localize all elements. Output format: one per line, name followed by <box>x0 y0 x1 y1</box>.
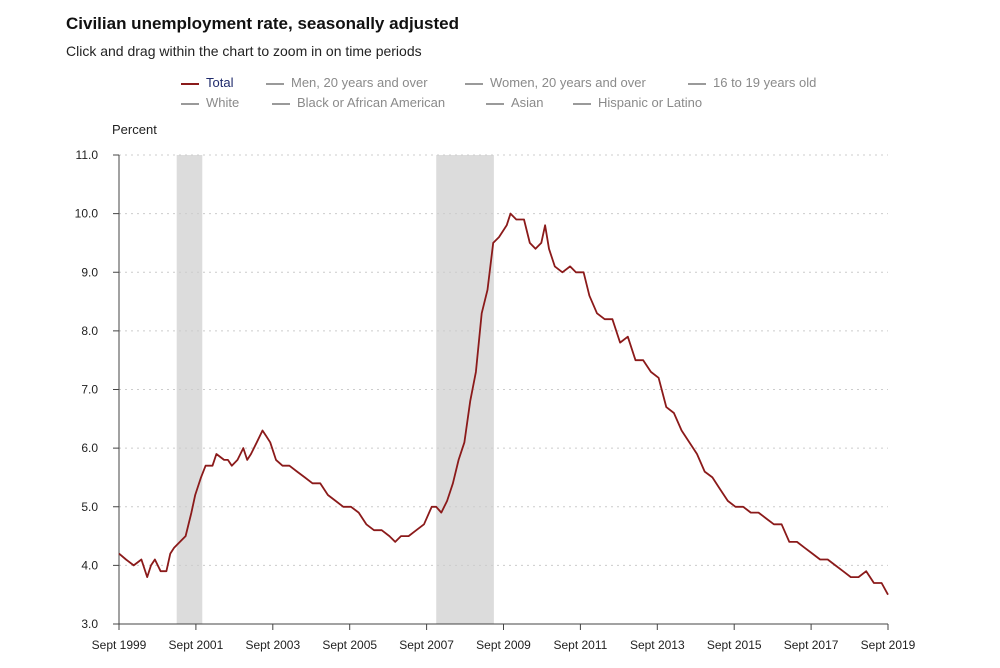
x-tick-label: Sept 2011 <box>553 638 607 652</box>
y-tick-label: 8.0 <box>81 324 98 338</box>
series-layer <box>118 212 889 596</box>
legend-label: Women, 20 years and over <box>490 75 646 90</box>
legend-label: Total <box>206 75 234 90</box>
legend-label: Men, 20 years and over <box>291 75 428 90</box>
legend-swatch-teens <box>688 82 706 85</box>
y-tick-label: 7.0 <box>81 383 98 397</box>
series-line-total[interactable] <box>118 212 889 596</box>
legend-item-asian[interactable]: Asian <box>486 95 544 110</box>
y-tick-label: 10.0 <box>75 207 99 221</box>
legend-swatch-asian <box>486 102 504 105</box>
y-tick-label: 11.0 <box>76 148 99 162</box>
x-tick-label: Sept 2009 <box>476 638 531 652</box>
legend-item-hispanic[interactable]: Hispanic or Latino <box>573 95 702 110</box>
page-title: Civilian unemployment rate, seasonally a… <box>66 14 460 33</box>
legend-item-total[interactable]: Total <box>181 75 233 90</box>
legend-item-black[interactable]: Black or African American <box>272 95 445 110</box>
legend-swatch-white <box>181 102 199 105</box>
legend-swatch-women <box>465 82 483 85</box>
recession-band-2 <box>436 155 494 624</box>
x-tick-label: Sept 2017 <box>784 638 839 652</box>
x-tick-label: Sept 2015 <box>707 638 762 652</box>
axes: Sept 1999 Sept 2001 Sept 2003 Sept 2005 Sept… <box>92 154 916 652</box>
legend-swatch-men <box>266 82 284 85</box>
legend-item-women[interactable]: Women, 20 years and over <box>465 75 646 90</box>
legend-item-white[interactable]: White <box>181 95 239 110</box>
y-tick-label: 3.0 <box>81 617 98 631</box>
legend-item-teens[interactable]: 16 to 19 years old <box>688 75 816 90</box>
legend-swatch-total <box>181 82 199 85</box>
x-tick-label: Sept 2013 <box>630 638 685 652</box>
x-tick-label: Sept 2007 <box>399 638 454 652</box>
x-tick-label: Sept 2001 <box>169 638 224 652</box>
legend-label: Asian <box>511 95 544 110</box>
x-tick-label: Sept 2005 <box>322 638 377 652</box>
x-tick-label: Sept 1999 <box>92 638 147 652</box>
chart-legend: Total Men, 20 years and over Women, 20 y… <box>0 73 1000 113</box>
legend-label: 16 to 19 years old <box>713 75 817 90</box>
chart-subtitle: Click and drag within the chart to zoom … <box>66 43 422 59</box>
y-tick-label: 9.0 <box>81 265 98 279</box>
legend-label: Hispanic or Latino <box>598 95 703 110</box>
y-axis-label: Percent <box>112 122 157 137</box>
legend-label: Black or African American <box>297 95 446 110</box>
y-tick-label: 5.0 <box>81 500 98 514</box>
y-tick-label: 4.0 <box>81 558 98 572</box>
legend-label: White <box>206 95 240 110</box>
x-tick-label: Sept 2019 <box>861 638 916 652</box>
x-tick-label: Sept 2003 <box>245 638 300 652</box>
gridlines: 3.0 4.0 5.0 6.0 7.0 8.0 9.0 10.0 11.0 <box>75 148 888 631</box>
y-tick-label: 6.0 <box>81 441 98 455</box>
legend-swatch-black <box>272 102 290 105</box>
legend-swatch-hispanic <box>573 102 591 105</box>
legend-item-men[interactable]: Men, 20 years and over <box>266 75 428 90</box>
